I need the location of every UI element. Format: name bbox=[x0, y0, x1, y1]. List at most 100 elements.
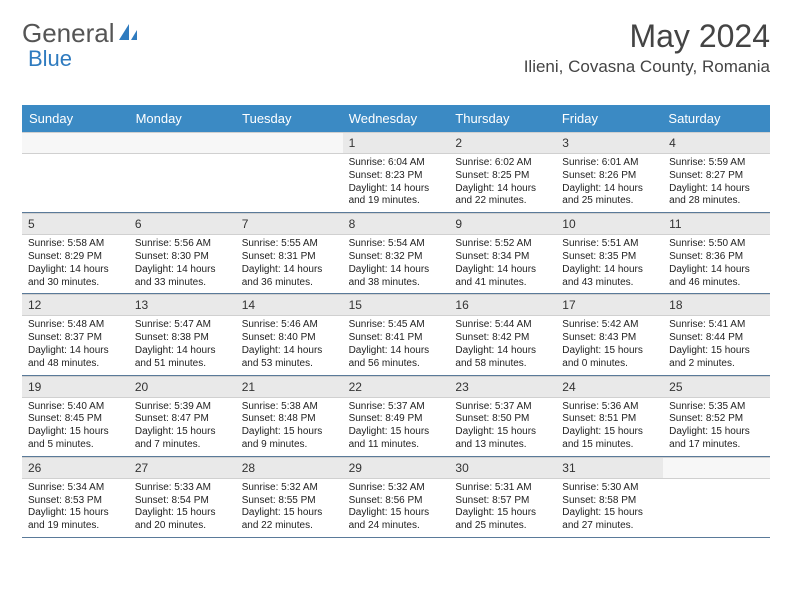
day-number: 27 bbox=[129, 457, 236, 479]
logo-sail-icon bbox=[117, 18, 139, 49]
day-number: 20 bbox=[129, 376, 236, 398]
day-number: 10 bbox=[556, 213, 663, 235]
day-number: 21 bbox=[236, 376, 343, 398]
day-number: 22 bbox=[343, 376, 450, 398]
day-info: Sunrise: 5:33 AMSunset: 8:54 PMDaylight:… bbox=[129, 479, 236, 537]
day-info: Sunrise: 6:01 AMSunset: 8:26 PMDaylight:… bbox=[556, 154, 663, 212]
week-row: 5Sunrise: 5:58 AMSunset: 8:29 PMDaylight… bbox=[22, 213, 770, 294]
day-number: 11 bbox=[663, 213, 770, 235]
calendar-cell: 6Sunrise: 5:56 AMSunset: 8:30 PMDaylight… bbox=[129, 213, 236, 293]
day-header-cell: Sunday bbox=[23, 106, 130, 131]
calendar-cell: 25Sunrise: 5:35 AMSunset: 8:52 PMDayligh… bbox=[663, 376, 770, 456]
calendar-cell: 29Sunrise: 5:32 AMSunset: 8:56 PMDayligh… bbox=[343, 457, 450, 537]
calendar-cell: . bbox=[22, 132, 129, 212]
day-number: 14 bbox=[236, 294, 343, 316]
calendar-cell: 21Sunrise: 5:38 AMSunset: 8:48 PMDayligh… bbox=[236, 376, 343, 456]
week-row: 12Sunrise: 5:48 AMSunset: 8:37 PMDayligh… bbox=[22, 294, 770, 375]
week-row: 19Sunrise: 5:40 AMSunset: 8:45 PMDayligh… bbox=[22, 376, 770, 457]
day-number: 16 bbox=[449, 294, 556, 316]
calendar-cell: 4Sunrise: 5:59 AMSunset: 8:27 PMDaylight… bbox=[663, 132, 770, 212]
day-number: 26 bbox=[22, 457, 129, 479]
day-header-cell: Friday bbox=[556, 106, 663, 131]
day-info: Sunrise: 5:56 AMSunset: 8:30 PMDaylight:… bbox=[129, 235, 236, 293]
day-number: 1 bbox=[343, 132, 450, 154]
day-number: 17 bbox=[556, 294, 663, 316]
day-number: 2 bbox=[449, 132, 556, 154]
day-number: 19 bbox=[22, 376, 129, 398]
calendar-cell: 17Sunrise: 5:42 AMSunset: 8:43 PMDayligh… bbox=[556, 294, 663, 374]
day-number: 8 bbox=[343, 213, 450, 235]
day-number: 30 bbox=[449, 457, 556, 479]
day-number: 29 bbox=[343, 457, 450, 479]
day-number: . bbox=[236, 132, 343, 154]
day-info: Sunrise: 5:40 AMSunset: 8:45 PMDaylight:… bbox=[22, 398, 129, 456]
day-number: 7 bbox=[236, 213, 343, 235]
logo-text-blue: Blue bbox=[28, 46, 72, 72]
day-number: 24 bbox=[556, 376, 663, 398]
logo-text-general: General bbox=[22, 18, 115, 49]
week-row: 26Sunrise: 5:34 AMSunset: 8:53 PMDayligh… bbox=[22, 457, 770, 538]
day-info: Sunrise: 5:52 AMSunset: 8:34 PMDaylight:… bbox=[449, 235, 556, 293]
calendar-cell: 7Sunrise: 5:55 AMSunset: 8:31 PMDaylight… bbox=[236, 213, 343, 293]
day-number: 15 bbox=[343, 294, 450, 316]
day-number: 12 bbox=[22, 294, 129, 316]
day-info: Sunrise: 5:46 AMSunset: 8:40 PMDaylight:… bbox=[236, 316, 343, 374]
calendar-cell: 23Sunrise: 5:37 AMSunset: 8:50 PMDayligh… bbox=[449, 376, 556, 456]
title-block: May 2024 Ilieni, Covasna County, Romania bbox=[524, 18, 770, 77]
day-info: Sunrise: 5:51 AMSunset: 8:35 PMDaylight:… bbox=[556, 235, 663, 293]
day-info: Sunrise: 5:32 AMSunset: 8:55 PMDaylight:… bbox=[236, 479, 343, 537]
day-info: Sunrise: 5:34 AMSunset: 8:53 PMDaylight:… bbox=[22, 479, 129, 537]
day-number: 6 bbox=[129, 213, 236, 235]
day-info: Sunrise: 5:54 AMSunset: 8:32 PMDaylight:… bbox=[343, 235, 450, 293]
calendar-cell: . bbox=[663, 457, 770, 537]
location-label: Ilieni, Covasna County, Romania bbox=[524, 57, 770, 77]
day-info: Sunrise: 5:32 AMSunset: 8:56 PMDaylight:… bbox=[343, 479, 450, 537]
day-header-cell: Wednesday bbox=[343, 106, 450, 131]
calendar-cell: 11Sunrise: 5:50 AMSunset: 8:36 PMDayligh… bbox=[663, 213, 770, 293]
day-info: Sunrise: 5:44 AMSunset: 8:42 PMDaylight:… bbox=[449, 316, 556, 374]
calendar: SundayMondayTuesdayWednesdayThursdayFrid… bbox=[22, 105, 770, 538]
calendar-cell: 19Sunrise: 5:40 AMSunset: 8:45 PMDayligh… bbox=[22, 376, 129, 456]
calendar-cell: 3Sunrise: 6:01 AMSunset: 8:26 PMDaylight… bbox=[556, 132, 663, 212]
calendar-cell: 12Sunrise: 5:48 AMSunset: 8:37 PMDayligh… bbox=[22, 294, 129, 374]
calendar-cell: 18Sunrise: 5:41 AMSunset: 8:44 PMDayligh… bbox=[663, 294, 770, 374]
day-info: Sunrise: 5:30 AMSunset: 8:58 PMDaylight:… bbox=[556, 479, 663, 537]
day-number: 18 bbox=[663, 294, 770, 316]
day-info: Sunrise: 5:50 AMSunset: 8:36 PMDaylight:… bbox=[663, 235, 770, 293]
calendar-cell: 27Sunrise: 5:33 AMSunset: 8:54 PMDayligh… bbox=[129, 457, 236, 537]
calendar-cell: 9Sunrise: 5:52 AMSunset: 8:34 PMDaylight… bbox=[449, 213, 556, 293]
day-info: Sunrise: 5:37 AMSunset: 8:49 PMDaylight:… bbox=[343, 398, 450, 456]
calendar-cell: 5Sunrise: 5:58 AMSunset: 8:29 PMDaylight… bbox=[22, 213, 129, 293]
day-number: 4 bbox=[663, 132, 770, 154]
day-info: Sunrise: 5:31 AMSunset: 8:57 PMDaylight:… bbox=[449, 479, 556, 537]
day-number: 25 bbox=[663, 376, 770, 398]
calendar-cell: 15Sunrise: 5:45 AMSunset: 8:41 PMDayligh… bbox=[343, 294, 450, 374]
day-info: Sunrise: 5:55 AMSunset: 8:31 PMDaylight:… bbox=[236, 235, 343, 293]
day-number: 5 bbox=[22, 213, 129, 235]
day-info: Sunrise: 5:42 AMSunset: 8:43 PMDaylight:… bbox=[556, 316, 663, 374]
day-number: 13 bbox=[129, 294, 236, 316]
logo: General bbox=[22, 18, 141, 49]
calendar-cell: 13Sunrise: 5:47 AMSunset: 8:38 PMDayligh… bbox=[129, 294, 236, 374]
calendar-cell: 2Sunrise: 6:02 AMSunset: 8:25 PMDaylight… bbox=[449, 132, 556, 212]
calendar-cell: . bbox=[129, 132, 236, 212]
day-info: Sunrise: 5:39 AMSunset: 8:47 PMDaylight:… bbox=[129, 398, 236, 456]
month-title: May 2024 bbox=[524, 18, 770, 55]
calendar-cell: 10Sunrise: 5:51 AMSunset: 8:35 PMDayligh… bbox=[556, 213, 663, 293]
calendar-cell: . bbox=[236, 132, 343, 212]
day-header-row: SundayMondayTuesdayWednesdayThursdayFrid… bbox=[22, 105, 770, 132]
day-info: Sunrise: 5:48 AMSunset: 8:37 PMDaylight:… bbox=[22, 316, 129, 374]
day-number: 3 bbox=[556, 132, 663, 154]
day-number: . bbox=[22, 132, 129, 154]
calendar-cell: 20Sunrise: 5:39 AMSunset: 8:47 PMDayligh… bbox=[129, 376, 236, 456]
day-number: . bbox=[663, 457, 770, 479]
day-number: 23 bbox=[449, 376, 556, 398]
calendar-cell: 24Sunrise: 5:36 AMSunset: 8:51 PMDayligh… bbox=[556, 376, 663, 456]
day-info: Sunrise: 5:47 AMSunset: 8:38 PMDaylight:… bbox=[129, 316, 236, 374]
day-info: Sunrise: 5:59 AMSunset: 8:27 PMDaylight:… bbox=[663, 154, 770, 212]
day-header-cell: Thursday bbox=[449, 106, 556, 131]
day-info: Sunrise: 5:58 AMSunset: 8:29 PMDaylight:… bbox=[22, 235, 129, 293]
day-number: 28 bbox=[236, 457, 343, 479]
day-number: 31 bbox=[556, 457, 663, 479]
day-info: Sunrise: 5:45 AMSunset: 8:41 PMDaylight:… bbox=[343, 316, 450, 374]
